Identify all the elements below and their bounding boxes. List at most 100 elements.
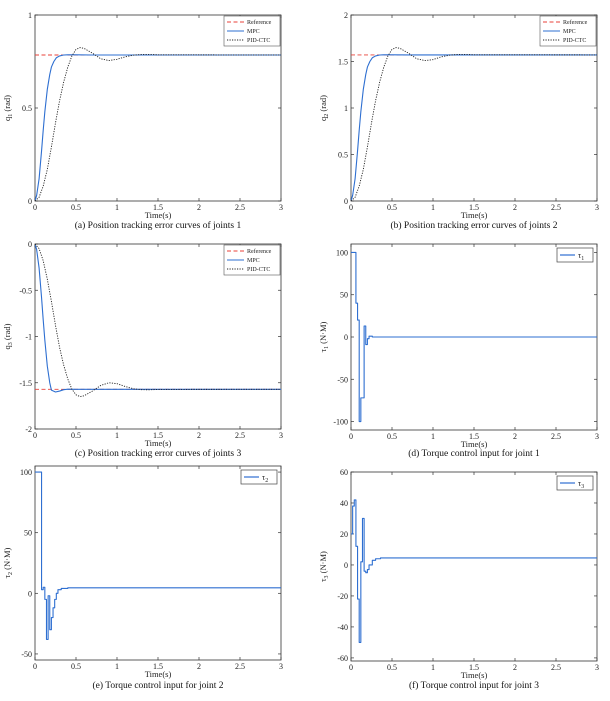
legend-label: Reference <box>247 19 272 26</box>
chart-caption: (b) Position tracking error curves of jo… <box>390 220 557 231</box>
chart-caption: (d) Torque control input for joint 1 <box>408 448 540 459</box>
series-line-pid-ctc <box>35 244 281 398</box>
y-tick-label: -50 <box>21 650 32 659</box>
chart-caption: (e) Torque control input for joint 2 <box>92 680 223 691</box>
series-group <box>35 471 281 640</box>
x-tick-label: 1.5 <box>153 203 163 212</box>
x-axis-label: Time(s) <box>461 439 488 449</box>
y-tick-label: 60 <box>340 468 348 477</box>
x-tick-label: 1 <box>431 203 435 212</box>
chart-caption: (a) Position tracking error curves of jo… <box>75 220 242 231</box>
y-tick-label: -20 <box>337 592 348 601</box>
series-group <box>35 244 281 398</box>
x-tick-label: 1.5 <box>469 663 479 672</box>
y-tick-label: 0 <box>28 240 32 249</box>
x-tick-label: 3 <box>279 431 283 440</box>
y-axis-label: τ3 (N·M) <box>318 551 330 582</box>
series-line-pid-ctc <box>351 47 597 201</box>
x-tick-label: 0 <box>33 203 37 212</box>
plot-frame <box>34 465 282 661</box>
x-axis-label: Time(s) <box>145 438 172 448</box>
x-tick-label: 3 <box>595 203 599 212</box>
y-tick-label: -2 <box>25 425 32 434</box>
series-group <box>351 251 597 423</box>
x-tick-label: 0.5 <box>387 432 397 441</box>
y-tick-label: 1 <box>28 11 32 20</box>
x-axis-label: Time(s) <box>145 210 172 220</box>
y-tick-label: 50 <box>24 529 32 538</box>
x-tick-label: 0 <box>349 432 353 441</box>
x-tick-label: 3 <box>595 432 599 441</box>
x-tick-label: 0 <box>33 431 37 440</box>
legend-label: Reference <box>247 248 272 255</box>
x-tick-label: 0.5 <box>387 203 397 212</box>
x-tick-label: 2 <box>513 663 517 672</box>
y-tick-label: 40 <box>340 499 348 508</box>
legend-label: τ3 <box>578 479 584 490</box>
y-tick-label: 0.5 <box>338 151 348 160</box>
y-tick-label: -1 <box>25 333 32 342</box>
y-axis-label: τ2 (N·M) <box>2 547 14 578</box>
legend-label: PID-CTC <box>247 38 270 44</box>
legend-label: MPC <box>247 258 260 264</box>
y-axis-label: q3 (rad) <box>2 323 14 349</box>
x-tick-label: 2.5 <box>235 431 245 440</box>
series-line--2 <box>35 471 281 640</box>
series-line-mpc <box>351 54 597 201</box>
y-tick-label: -100 <box>333 418 348 427</box>
series-line--1 <box>351 251 597 423</box>
x-tick-label: 2.5 <box>551 203 561 212</box>
y-tick-label: 0 <box>28 589 32 598</box>
x-tick-label: 0.5 <box>71 203 81 212</box>
y-tick-label: 2 <box>344 11 348 20</box>
x-axis-label: Time(s) <box>461 210 488 220</box>
chart-caption: (c) Position tracking error curves of jo… <box>75 448 242 459</box>
chart-c: 0 0.5 1 1.5 2 2.5 3 -2 -1.5 -1 -0.5 0 Time(s) q3 (rad… <box>2 240 283 459</box>
x-tick-label: 0.5 <box>387 663 397 672</box>
y-tick-label: 0 <box>28 197 32 206</box>
x-tick-label: 1 <box>115 662 119 671</box>
y-axis-label: q1 (rad) <box>2 95 14 121</box>
x-tick-label: 1.5 <box>153 662 163 671</box>
x-tick-label: 0 <box>349 203 353 212</box>
series-line-mpc <box>35 54 281 201</box>
series-group <box>351 499 597 643</box>
legend-label: PID-CTC <box>247 267 270 273</box>
x-tick-label: 1.5 <box>469 432 479 441</box>
x-tick-label: 3 <box>279 662 283 671</box>
y-tick-label: -40 <box>337 623 348 632</box>
y-tick-label: 1 <box>344 104 348 113</box>
chart-d: 0 0.5 1 1.5 2 2.5 3 -100 -50 0 50 100 Time(s) τ1 (N·M… <box>318 243 599 459</box>
y-axis-label: q2 (rad) <box>318 95 330 121</box>
chart-caption: (f) Torque control input for joint 3 <box>409 680 539 691</box>
series-group <box>351 47 597 201</box>
x-tick-label: 0 <box>33 662 37 671</box>
x-tick-label: 2 <box>513 432 517 441</box>
legend-label: τ1 <box>578 251 584 262</box>
x-tick-label: 1 <box>431 663 435 672</box>
x-tick-label: 0 <box>349 663 353 672</box>
chart-a: 0 0.5 1 1.5 2 2.5 3 0 0.5 1 Time(s) q1 (rad) Referen… <box>2 11 283 231</box>
y-tick-label: 0.5 <box>22 104 32 113</box>
x-tick-label: 2 <box>513 203 517 212</box>
y-tick-label: -0.5 <box>19 286 32 295</box>
y-tick-label: 0 <box>344 561 348 570</box>
x-tick-label: 1 <box>115 431 119 440</box>
x-tick-label: 1 <box>115 203 119 212</box>
legend-label: PID-CTC <box>563 38 586 44</box>
x-tick-label: 2 <box>197 431 201 440</box>
x-tick-label: 2.5 <box>235 203 245 212</box>
y-tick-label: 100 <box>336 248 348 257</box>
legend-label: τ2 <box>262 473 268 484</box>
series-line--3 <box>351 499 597 643</box>
x-tick-label: 2.5 <box>551 432 561 441</box>
chart-b: 0 0.5 1 1.5 2 2.5 3 0 0.5 1 1.5 2 Time(s) q2 (rad) Ref… <box>318 11 599 231</box>
y-tick-label: -50 <box>337 375 348 384</box>
plot-frame <box>350 471 598 662</box>
x-tick-label: 3 <box>279 203 283 212</box>
series-group <box>35 47 281 201</box>
x-tick-label: 2.5 <box>551 663 561 672</box>
y-tick-label: 1.5 <box>338 58 348 67</box>
y-tick-label: -60 <box>337 654 348 663</box>
